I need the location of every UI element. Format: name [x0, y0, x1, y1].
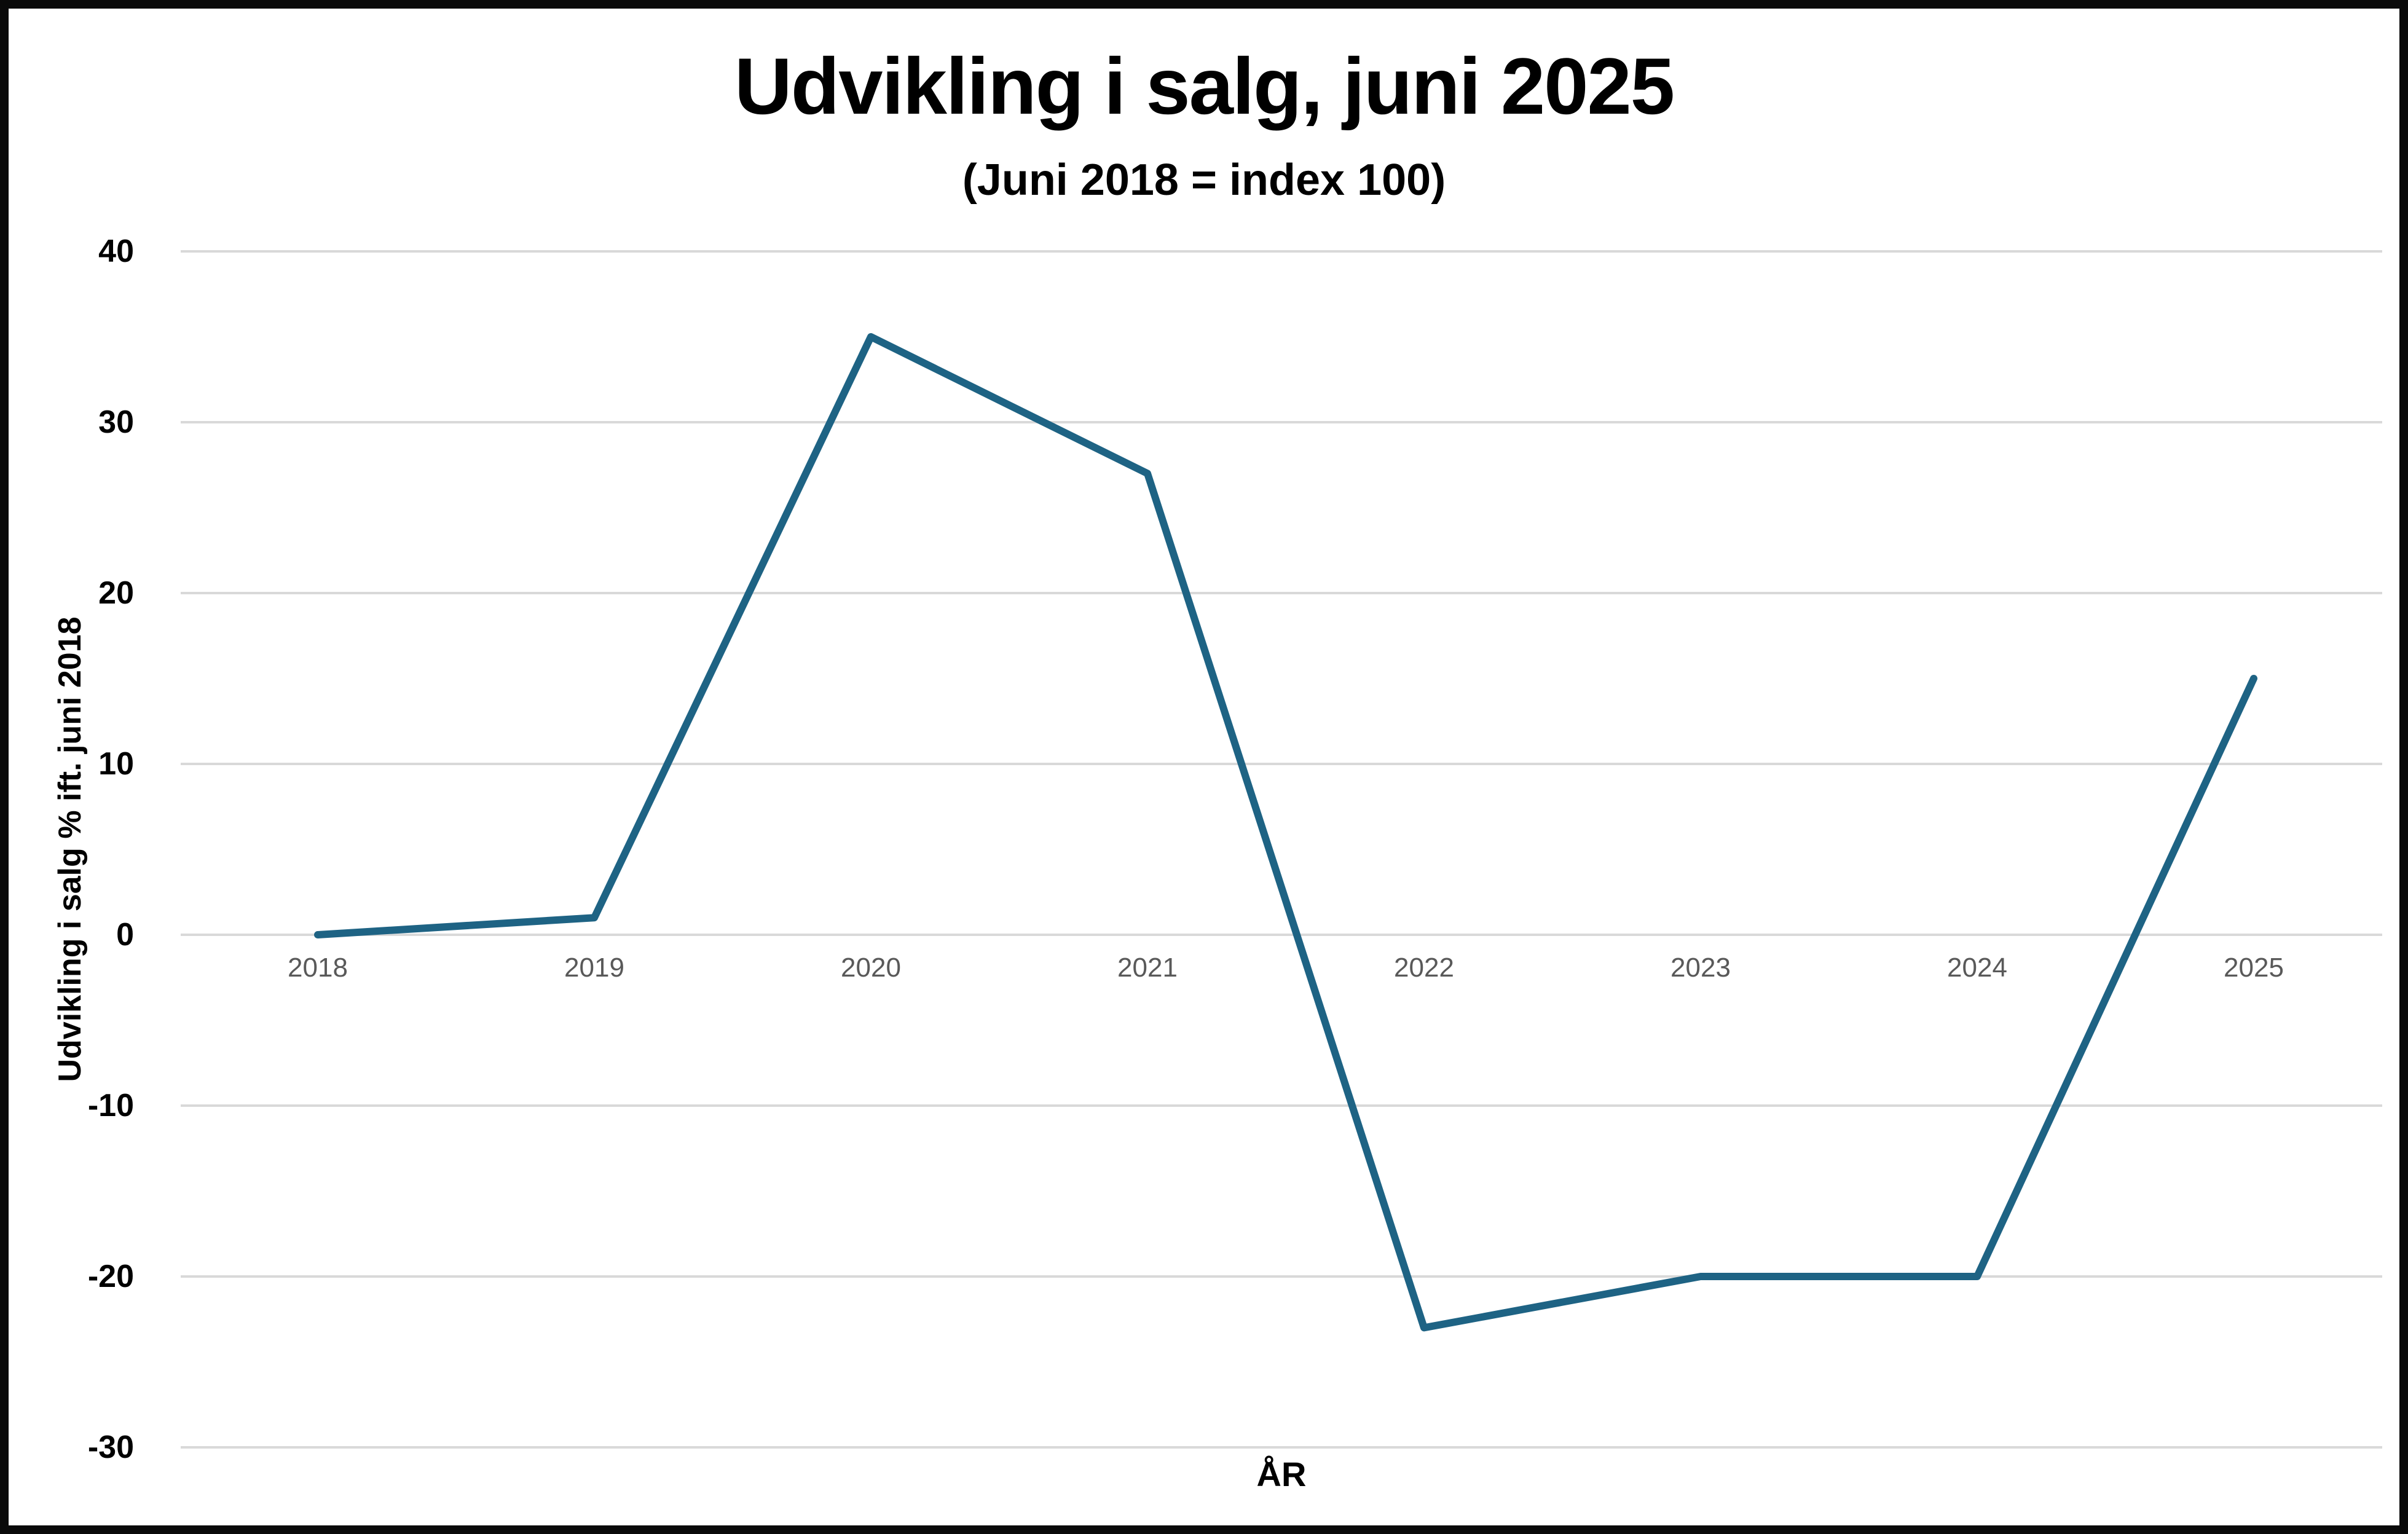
x-axis-title: ÅR	[1256, 1455, 1307, 1493]
chart-svg	[181, 250, 2382, 1449]
y-axis-title: Udvikling i salg % ift. juni 2018	[52, 616, 88, 1082]
y-tick-label: -20	[87, 1259, 134, 1294]
x-tick-label: 2018	[288, 953, 348, 983]
gridlines-group	[181, 250, 2382, 1449]
x-tick-label: 2020	[841, 953, 901, 983]
y-tick-label: -30	[87, 1430, 134, 1465]
y-tick-label: 10	[98, 746, 134, 782]
x-tick-label: 2023	[1670, 953, 1731, 983]
chart-title: Udvikling i salg, juni 2025	[734, 41, 1675, 131]
y-tick-label: -10	[87, 1088, 134, 1123]
x-tick-label: 2019	[564, 953, 624, 983]
x-tick-label: 2021	[1117, 953, 1178, 983]
y-tick-label: 30	[98, 404, 134, 440]
sales-line-series	[314, 333, 2257, 1332]
y-tick-label: 20	[98, 575, 134, 611]
y-tick-label: 40	[98, 234, 134, 269]
x-tick-label: 2022	[1394, 953, 1454, 983]
y-tick-label: 0	[116, 917, 134, 953]
chart-subtitle: (Juni 2018 = index 100)	[962, 155, 1446, 205]
x-tick-label: 2025	[2224, 953, 2284, 983]
series-group	[314, 333, 2257, 1332]
x-tick-label: 2024	[1947, 953, 2007, 983]
